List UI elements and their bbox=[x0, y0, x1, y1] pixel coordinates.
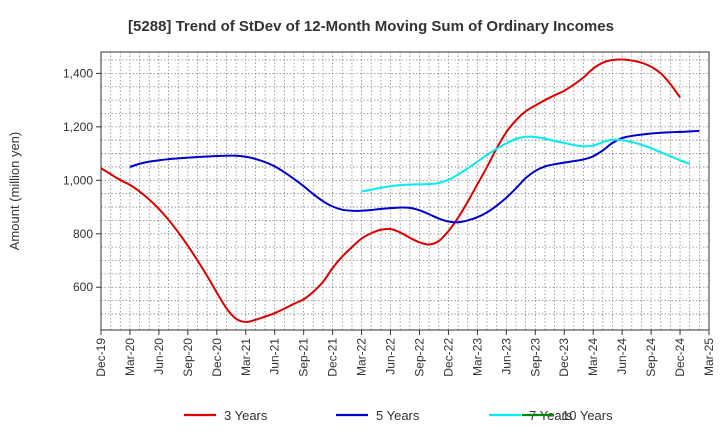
y-axis-label: Amount (million yen) bbox=[7, 132, 22, 251]
x-tick-label: Dec-23 bbox=[557, 338, 571, 377]
x-tick-label: Sep-20 bbox=[181, 338, 195, 377]
series-line-3-years bbox=[100, 58, 681, 323]
grid-layer bbox=[101, 52, 709, 330]
series-layer bbox=[100, 58, 700, 323]
x-tick-label: Mar-25 bbox=[702, 338, 716, 376]
x-tick-label: Mar-20 bbox=[123, 338, 137, 376]
x-tick-label: Jun-20 bbox=[152, 338, 166, 375]
legend-label-10-years: 10 Years bbox=[562, 408, 613, 423]
y-tick-label: 1,000 bbox=[63, 173, 93, 187]
x-tick-label: Mar-21 bbox=[239, 338, 253, 376]
y-tick-label: 1,200 bbox=[63, 120, 93, 134]
chart-title: [5288] Trend of StDev of 12-Month Moving… bbox=[128, 18, 614, 35]
x-tick-label: Mar-23 bbox=[470, 338, 484, 376]
x-tick-label: Jun-22 bbox=[384, 338, 398, 375]
x-tick-label: Dec-20 bbox=[210, 338, 224, 377]
x-tick-label: Jun-23 bbox=[499, 338, 513, 375]
y-tick-label: 1,400 bbox=[63, 66, 93, 80]
legend-label-5-years: 5 Years bbox=[376, 408, 420, 423]
y-tick-label: 600 bbox=[73, 280, 93, 294]
series-line-7-years bbox=[361, 135, 691, 193]
y-tick-label: 800 bbox=[73, 227, 93, 241]
x-tick-label: Mar-22 bbox=[355, 338, 369, 376]
x-tick-label: Mar-24 bbox=[586, 338, 600, 376]
x-tick-label: Dec-22 bbox=[441, 338, 455, 377]
x-axis-ticks: Dec-19 Mar-20 Jun-20 Sep-20 Dec-20 Mar-21 Jun-… bbox=[94, 330, 716, 377]
x-tick-label: Dec-21 bbox=[326, 338, 340, 377]
x-tick-label: Jun-21 bbox=[268, 338, 282, 375]
x-tick-label: Sep-21 bbox=[297, 338, 311, 377]
x-tick-label: Sep-24 bbox=[644, 338, 658, 377]
legend-label-3-years: 3 Years bbox=[224, 408, 268, 423]
plot-frame bbox=[100, 51, 710, 331]
x-tick-label: Jun-24 bbox=[615, 338, 629, 375]
x-tick-label: Sep-22 bbox=[412, 338, 426, 377]
x-tick-label: Dec-24 bbox=[673, 338, 687, 377]
series-line-5-years bbox=[129, 129, 700, 224]
x-tick-label: Sep-23 bbox=[528, 338, 542, 377]
y-axis-ticks: 600 800 1,000 1,200 1,400 bbox=[63, 66, 101, 294]
x-tick-label: Dec-19 bbox=[94, 338, 108, 377]
